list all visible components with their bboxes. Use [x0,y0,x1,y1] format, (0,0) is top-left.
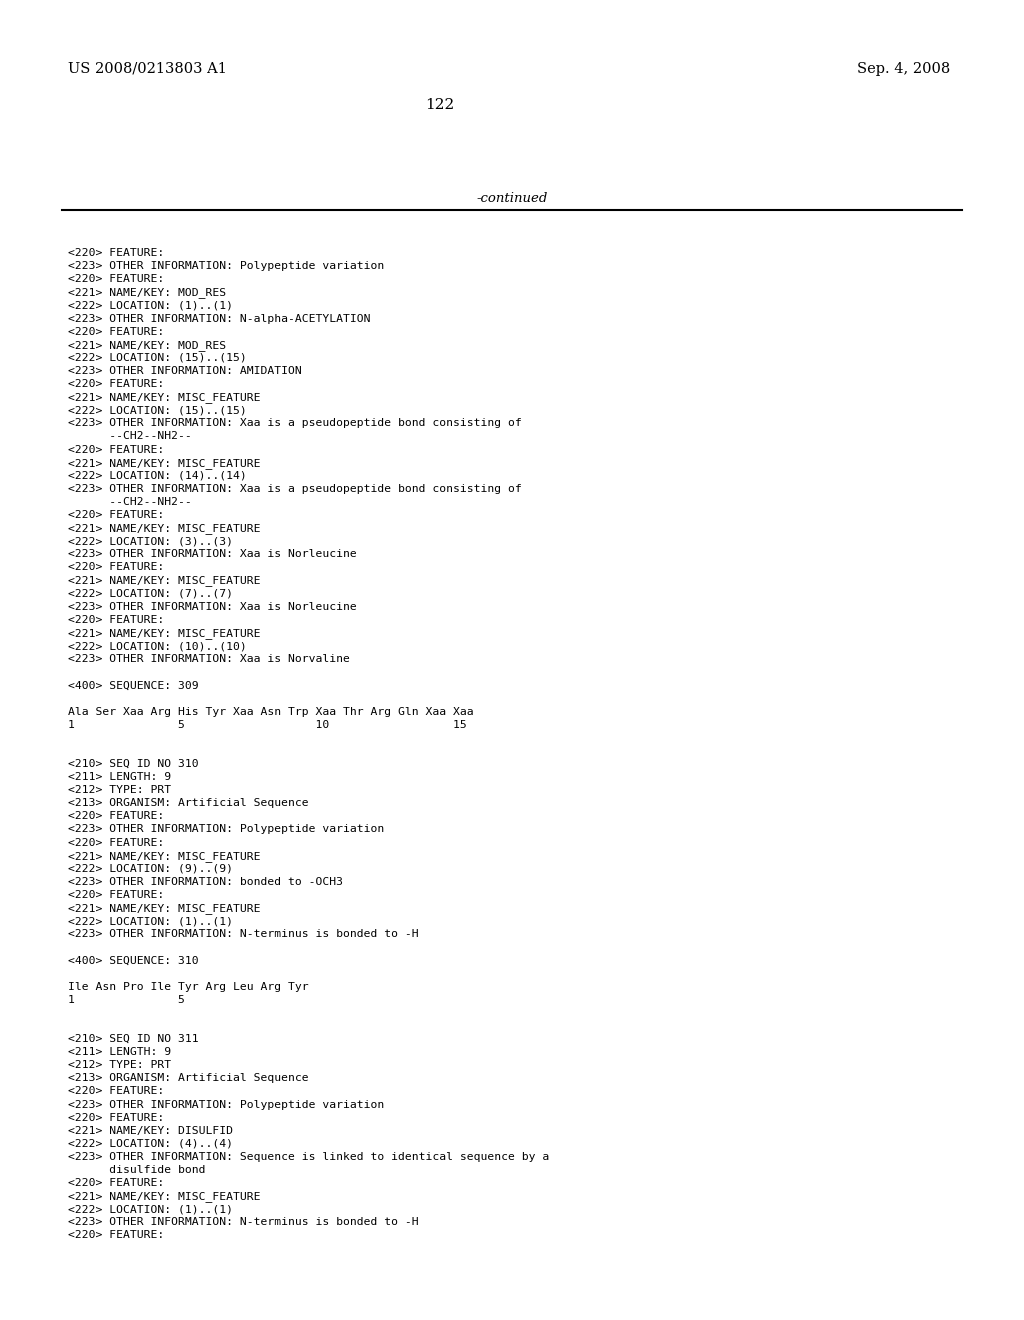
Text: <223> OTHER INFORMATION: Polypeptide variation: <223> OTHER INFORMATION: Polypeptide var… [68,825,384,834]
Text: <220> FEATURE:: <220> FEATURE: [68,445,164,454]
Text: <223> OTHER INFORMATION: Polypeptide variation: <223> OTHER INFORMATION: Polypeptide var… [68,1100,384,1110]
Text: <221> NAME/KEY: MISC_FEATURE: <221> NAME/KEY: MISC_FEATURE [68,576,260,586]
Text: <223> OTHER INFORMATION: AMIDATION: <223> OTHER INFORMATION: AMIDATION [68,366,302,376]
Text: <223> OTHER INFORMATION: Sequence is linked to identical sequence by a: <223> OTHER INFORMATION: Sequence is lin… [68,1152,549,1162]
Text: <220> FEATURE:: <220> FEATURE: [68,1179,164,1188]
Text: <221> NAME/KEY: MISC_FEATURE: <221> NAME/KEY: MISC_FEATURE [68,850,260,862]
Text: <220> FEATURE:: <220> FEATURE: [68,562,164,573]
Text: <221> NAME/KEY: MISC_FEATURE: <221> NAME/KEY: MISC_FEATURE [68,1191,260,1203]
Text: <400> SEQUENCE: 309: <400> SEQUENCE: 309 [68,680,199,690]
Text: <223> OTHER INFORMATION: Xaa is Norvaline: <223> OTHER INFORMATION: Xaa is Norvalin… [68,655,350,664]
Text: <212> TYPE: PRT: <212> TYPE: PRT [68,1060,171,1071]
Text: <213> ORGANISM: Artificial Sequence: <213> ORGANISM: Artificial Sequence [68,799,308,808]
Text: Ile Asn Pro Ile Tyr Arg Leu Arg Tyr: Ile Asn Pro Ile Tyr Arg Leu Arg Tyr [68,982,308,991]
Text: <400> SEQUENCE: 310: <400> SEQUENCE: 310 [68,956,199,965]
Text: <222> LOCATION: (7)..(7): <222> LOCATION: (7)..(7) [68,589,233,598]
Text: <213> ORGANISM: Artificial Sequence: <213> ORGANISM: Artificial Sequence [68,1073,308,1084]
Text: <221> NAME/KEY: MISC_FEATURE: <221> NAME/KEY: MISC_FEATURE [68,903,260,913]
Text: -continued: -continued [476,191,548,205]
Text: <223> OTHER INFORMATION: Xaa is Norleucine: <223> OTHER INFORMATION: Xaa is Norleuci… [68,549,356,560]
Text: <222> LOCATION: (14)..(14): <222> LOCATION: (14)..(14) [68,471,247,480]
Text: <220> FEATURE:: <220> FEATURE: [68,326,164,337]
Text: <222> LOCATION: (1)..(1): <222> LOCATION: (1)..(1) [68,916,233,927]
Text: 122: 122 [425,98,455,112]
Text: <222> LOCATION: (15)..(15): <222> LOCATION: (15)..(15) [68,352,247,363]
Text: <222> LOCATION: (1)..(1): <222> LOCATION: (1)..(1) [68,301,233,310]
Text: 1               5                   10                  15: 1 5 10 15 [68,719,467,730]
Text: <210> SEQ ID NO 311: <210> SEQ ID NO 311 [68,1034,199,1044]
Text: <223> OTHER INFORMATION: bonded to -OCH3: <223> OTHER INFORMATION: bonded to -OCH3 [68,876,343,887]
Text: <220> FEATURE:: <220> FEATURE: [68,890,164,900]
Text: <222> LOCATION: (4)..(4): <222> LOCATION: (4)..(4) [68,1139,233,1148]
Text: <221> NAME/KEY: MOD_RES: <221> NAME/KEY: MOD_RES [68,288,226,298]
Text: <222> LOCATION: (3)..(3): <222> LOCATION: (3)..(3) [68,536,233,546]
Text: <220> FEATURE:: <220> FEATURE: [68,248,164,257]
Text: <220> FEATURE:: <220> FEATURE: [68,1113,164,1122]
Text: <223> OTHER INFORMATION: Polypeptide variation: <223> OTHER INFORMATION: Polypeptide var… [68,261,384,271]
Text: <221> NAME/KEY: DISULFID: <221> NAME/KEY: DISULFID [68,1126,233,1135]
Text: <222> LOCATION: (9)..(9): <222> LOCATION: (9)..(9) [68,863,233,874]
Text: <221> NAME/KEY: MISC_FEATURE: <221> NAME/KEY: MISC_FEATURE [68,523,260,535]
Text: <222> LOCATION: (1)..(1): <222> LOCATION: (1)..(1) [68,1204,233,1214]
Text: Sep. 4, 2008: Sep. 4, 2008 [857,62,950,77]
Text: <221> NAME/KEY: MISC_FEATURE: <221> NAME/KEY: MISC_FEATURE [68,392,260,403]
Text: <220> FEATURE:: <220> FEATURE: [68,615,164,624]
Text: <211> LENGTH: 9: <211> LENGTH: 9 [68,772,171,781]
Text: --CH2--NH2--: --CH2--NH2-- [68,496,191,507]
Text: <220> FEATURE:: <220> FEATURE: [68,837,164,847]
Text: disulfide bond: disulfide bond [68,1166,206,1175]
Text: <210> SEQ ID NO 310: <210> SEQ ID NO 310 [68,759,199,770]
Text: <220> FEATURE:: <220> FEATURE: [68,510,164,520]
Text: <223> OTHER INFORMATION: N-terminus is bonded to -H: <223> OTHER INFORMATION: N-terminus is b… [68,1217,419,1228]
Text: <223> OTHER INFORMATION: Xaa is Norleucine: <223> OTHER INFORMATION: Xaa is Norleuci… [68,602,356,611]
Text: US 2008/0213803 A1: US 2008/0213803 A1 [68,62,227,77]
Text: <220> FEATURE:: <220> FEATURE: [68,812,164,821]
Text: <220> FEATURE:: <220> FEATURE: [68,1230,164,1241]
Text: <223> OTHER INFORMATION: N-terminus is bonded to -H: <223> OTHER INFORMATION: N-terminus is b… [68,929,419,940]
Text: <221> NAME/KEY: MISC_FEATURE: <221> NAME/KEY: MISC_FEATURE [68,628,260,639]
Text: <222> LOCATION: (10)..(10): <222> LOCATION: (10)..(10) [68,642,247,651]
Text: <220> FEATURE:: <220> FEATURE: [68,275,164,284]
Text: <221> NAME/KEY: MISC_FEATURE: <221> NAME/KEY: MISC_FEATURE [68,458,260,469]
Text: <223> OTHER INFORMATION: Xaa is a pseudopeptide bond consisting of: <223> OTHER INFORMATION: Xaa is a pseudo… [68,484,522,494]
Text: Ala Ser Xaa Arg His Tyr Xaa Asn Trp Xaa Thr Arg Gln Xaa Xaa: Ala Ser Xaa Arg His Tyr Xaa Asn Trp Xaa … [68,706,474,717]
Text: 1               5: 1 5 [68,995,185,1005]
Text: <223> OTHER INFORMATION: Xaa is a pseudopeptide bond consisting of: <223> OTHER INFORMATION: Xaa is a pseudo… [68,418,522,428]
Text: <222> LOCATION: (15)..(15): <222> LOCATION: (15)..(15) [68,405,247,416]
Text: <212> TYPE: PRT: <212> TYPE: PRT [68,785,171,795]
Text: <220> FEATURE:: <220> FEATURE: [68,379,164,389]
Text: --CH2--NH2--: --CH2--NH2-- [68,432,191,441]
Text: <223> OTHER INFORMATION: N-alpha-ACETYLATION: <223> OTHER INFORMATION: N-alpha-ACETYLA… [68,314,371,323]
Text: <220> FEATURE:: <220> FEATURE: [68,1086,164,1097]
Text: <221> NAME/KEY: MOD_RES: <221> NAME/KEY: MOD_RES [68,339,226,351]
Text: <211> LENGTH: 9: <211> LENGTH: 9 [68,1047,171,1057]
